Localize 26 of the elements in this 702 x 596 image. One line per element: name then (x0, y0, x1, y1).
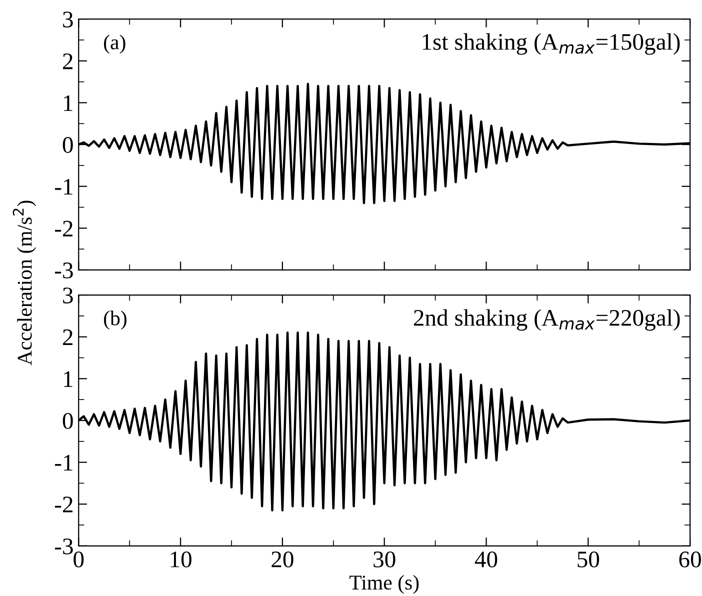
x-tick-label: 20 (272, 551, 294, 568)
y-tick-label: 0 (62, 137, 73, 153)
y-tick-label: 1 (64, 371, 72, 387)
annotation: (b) (104, 310, 126, 330)
annotation: 2nd shaking (A$_{max}$=220gal) (414, 309, 680, 331)
y-tick-label: -1 (54, 178, 72, 195)
y-tick-label: -2 (54, 220, 72, 236)
x-tick-label: 30 (374, 551, 396, 568)
y-tick-label: 3 (63, 12, 73, 28)
y-tick-label: 2 (62, 53, 72, 70)
y-tick-label: -3 (54, 262, 73, 278)
x-tick-label: 40 (474, 551, 498, 568)
x-tick-label: 60 (679, 551, 701, 568)
y-axis-title: Acceleration (m/s$^{2}$) (12, 200, 36, 366)
y-tick-label: -3 (54, 538, 73, 554)
y-tick-label: 1 (64, 95, 72, 111)
annotation: 1st shaking (A$_{max}$=150gal) (422, 33, 680, 55)
y-tick-label: 2 (62, 329, 72, 346)
x-tick-label: 10 (170, 551, 192, 568)
y-tick-label: -1 (54, 454, 72, 470)
x-axis-title: Time (s) (350, 574, 419, 594)
annotation: (a) (104, 34, 126, 54)
y-tick-label: 0 (62, 412, 73, 429)
y-tick-label: -2 (54, 496, 72, 512)
x-tick-label: 50 (578, 551, 600, 568)
y-tick-label: 3 (63, 288, 73, 304)
